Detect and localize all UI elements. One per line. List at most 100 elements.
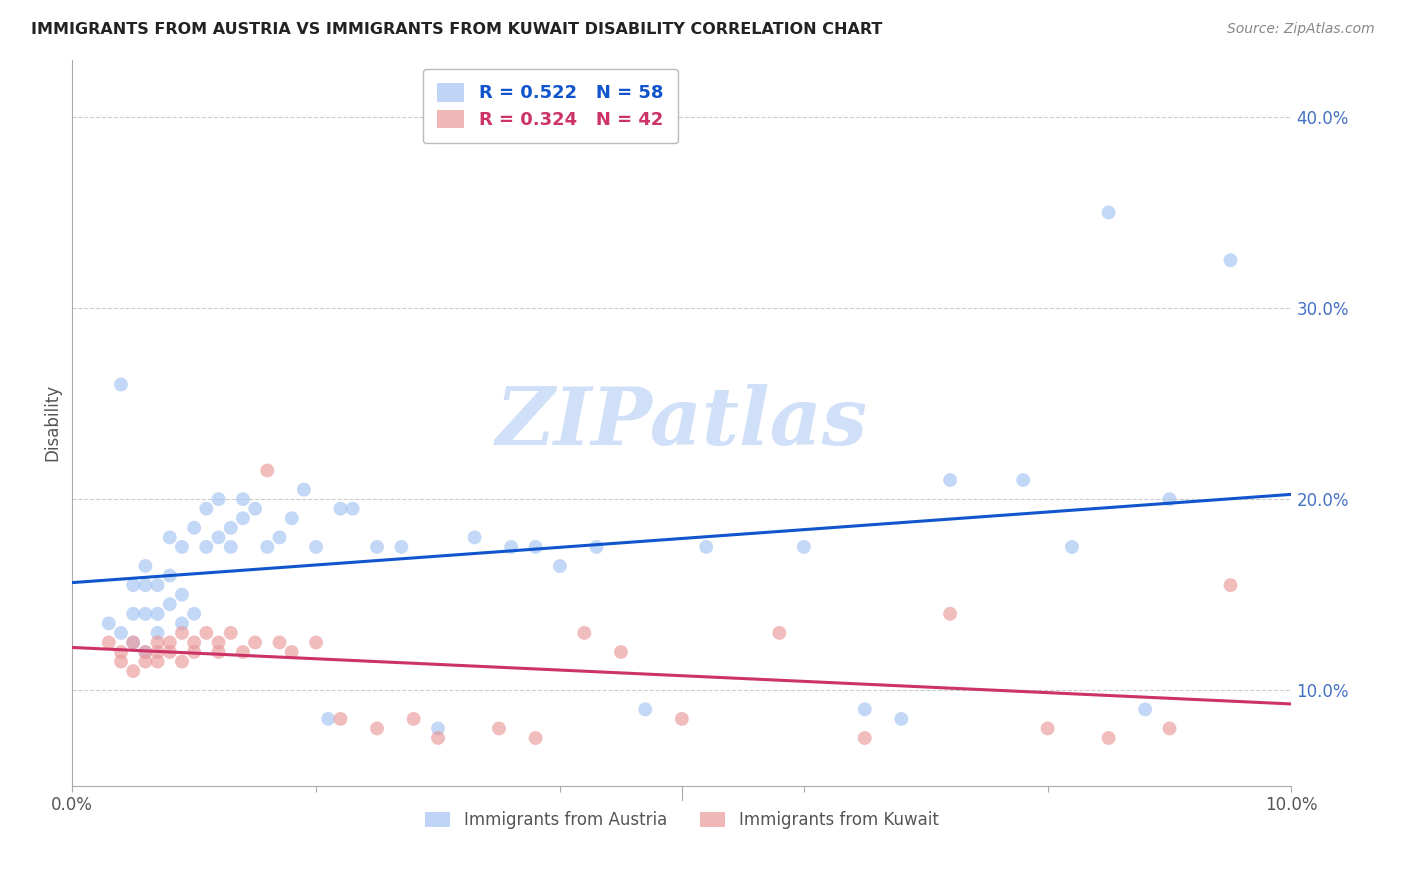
Point — [159, 597, 181, 611]
Point — [159, 530, 181, 544]
Point — [256, 540, 278, 554]
Point — [366, 540, 388, 554]
Point — [1133, 702, 1156, 716]
Point — [695, 540, 717, 554]
Point — [524, 731, 547, 745]
Point — [146, 626, 169, 640]
Point — [1097, 731, 1119, 745]
Point — [134, 645, 156, 659]
Point — [305, 635, 328, 649]
Text: ZIPatlas: ZIPatlas — [496, 384, 868, 461]
Point — [890, 712, 912, 726]
Point — [170, 626, 193, 640]
Point — [1219, 578, 1241, 592]
Point — [488, 722, 510, 736]
Point — [243, 635, 266, 649]
Point — [110, 626, 132, 640]
Point — [391, 540, 413, 554]
Text: Source: ZipAtlas.com: Source: ZipAtlas.com — [1227, 22, 1375, 37]
Point — [768, 626, 790, 640]
Point — [159, 635, 181, 649]
Point — [122, 635, 145, 649]
Point — [170, 655, 193, 669]
Point — [134, 655, 156, 669]
Point — [280, 511, 302, 525]
Legend: Immigrants from Austria, Immigrants from Kuwait: Immigrants from Austria, Immigrants from… — [419, 805, 945, 836]
Point — [548, 559, 571, 574]
Point — [269, 635, 291, 649]
Point — [195, 501, 218, 516]
Point — [1012, 473, 1035, 487]
Point — [574, 626, 596, 640]
Point — [134, 559, 156, 574]
Y-axis label: Disability: Disability — [44, 384, 60, 461]
Point — [183, 521, 205, 535]
Point — [634, 702, 657, 716]
Point — [207, 635, 229, 649]
Point — [501, 540, 523, 554]
Point — [170, 616, 193, 631]
Point — [329, 501, 352, 516]
Point — [122, 607, 145, 621]
Text: IMMIGRANTS FROM AUSTRIA VS IMMIGRANTS FROM KUWAIT DISABILITY CORRELATION CHART: IMMIGRANTS FROM AUSTRIA VS IMMIGRANTS FR… — [31, 22, 883, 37]
Point — [97, 616, 120, 631]
Point — [146, 578, 169, 592]
Point — [97, 635, 120, 649]
Point — [1097, 205, 1119, 219]
Point — [170, 588, 193, 602]
Point — [342, 501, 364, 516]
Point — [329, 712, 352, 726]
Point — [134, 645, 156, 659]
Point — [219, 540, 242, 554]
Point — [195, 626, 218, 640]
Point — [1060, 540, 1083, 554]
Point — [232, 492, 254, 507]
Point — [853, 731, 876, 745]
Point — [1036, 722, 1059, 736]
Point — [110, 645, 132, 659]
Point — [183, 645, 205, 659]
Point — [524, 540, 547, 554]
Point — [207, 645, 229, 659]
Point — [671, 712, 693, 726]
Point — [195, 540, 218, 554]
Point — [1219, 253, 1241, 268]
Point — [159, 645, 181, 659]
Point — [366, 722, 388, 736]
Point — [427, 722, 450, 736]
Point — [146, 645, 169, 659]
Point — [256, 463, 278, 477]
Point — [122, 635, 145, 649]
Point — [219, 521, 242, 535]
Point — [280, 645, 302, 659]
Point — [1159, 492, 1181, 507]
Point — [939, 473, 962, 487]
Point — [1159, 722, 1181, 736]
Point — [316, 712, 339, 726]
Point — [585, 540, 607, 554]
Point — [146, 635, 169, 649]
Point — [610, 645, 633, 659]
Point — [243, 501, 266, 516]
Point — [207, 492, 229, 507]
Point — [305, 540, 328, 554]
Point — [122, 578, 145, 592]
Point — [110, 377, 132, 392]
Point — [402, 712, 425, 726]
Point — [110, 655, 132, 669]
Point — [134, 607, 156, 621]
Point — [219, 626, 242, 640]
Point — [207, 530, 229, 544]
Point — [793, 540, 815, 554]
Point — [146, 607, 169, 621]
Point — [159, 568, 181, 582]
Point — [853, 702, 876, 716]
Point — [232, 645, 254, 659]
Point — [183, 635, 205, 649]
Point — [939, 607, 962, 621]
Point — [232, 511, 254, 525]
Point — [464, 530, 486, 544]
Point — [146, 655, 169, 669]
Point — [122, 664, 145, 678]
Point — [269, 530, 291, 544]
